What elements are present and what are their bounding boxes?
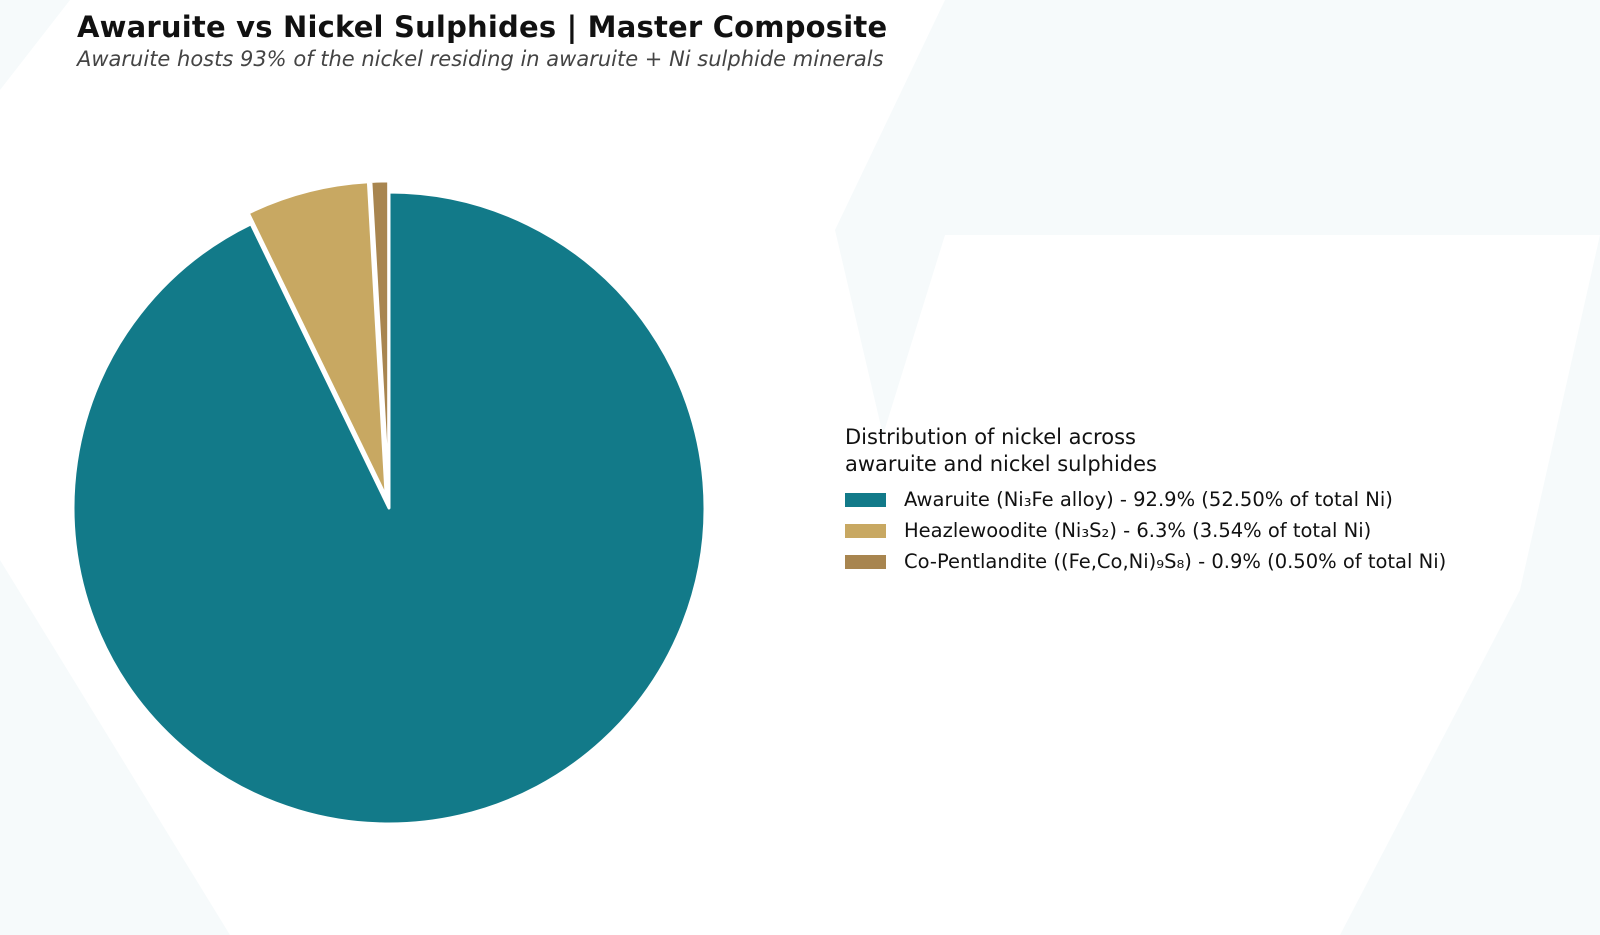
legend-item: Awaruite (Ni₃Fe alloy) - 92.9% (52.50% o… <box>845 484 1446 515</box>
legend-label: Awaruite (Ni₃Fe alloy) - 92.9% (52.50% o… <box>904 488 1393 511</box>
legend-title: Distribution of nickel across awaruite a… <box>845 425 1157 476</box>
background-panel <box>835 235 1600 935</box>
chart-title: Awaruite vs Nickel Sulphides | Master Co… <box>77 10 888 44</box>
legend-swatch <box>845 523 886 538</box>
legend-item: Heazlewoodite (Ni₃S₂) - 6.3% (3.54% of t… <box>845 515 1446 546</box>
legend-swatch <box>845 492 886 507</box>
legend-label: Heazlewoodite (Ni₃S₂) - 6.3% (3.54% of t… <box>904 519 1372 542</box>
pie-slice <box>71 190 707 826</box>
legend-swatch <box>845 554 886 569</box>
chart-subtitle: Awaruite hosts 93% of the nickel residin… <box>77 47 884 71</box>
legend-item: Co-Pentlandite ((Fe,Co,Ni)₉S₈) - 0.9% (0… <box>845 546 1446 577</box>
legend: Distribution of nickel across awaruite a… <box>845 424 1446 577</box>
pie-slice <box>369 179 391 499</box>
pie-slice <box>246 180 388 499</box>
legend-label: Co-Pentlandite ((Fe,Co,Ni)₉S₈) - 0.9% (0… <box>904 550 1447 573</box>
